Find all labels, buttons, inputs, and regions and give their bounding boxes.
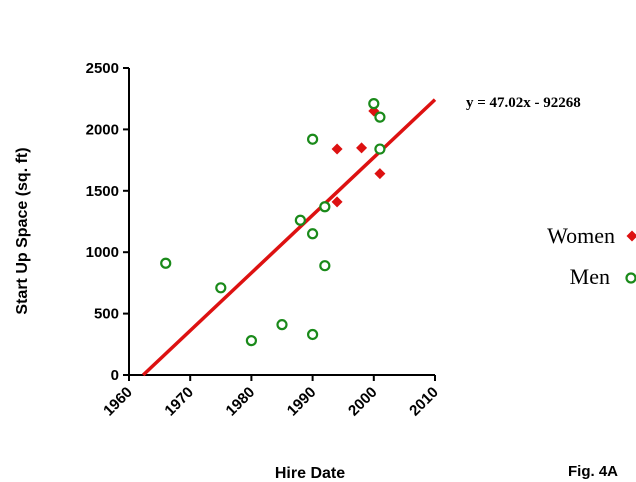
y-tick-label: 2000 <box>86 121 119 138</box>
data-point-women <box>331 196 343 208</box>
legend-label-women: Women <box>547 223 615 248</box>
y-tick-label: 1500 <box>86 183 119 200</box>
data-point-men <box>276 319 288 331</box>
y-tick-label: 500 <box>94 306 119 323</box>
data-point-men <box>368 98 380 110</box>
x-tick-label: 1990 <box>284 384 320 420</box>
x-tick-label: 2000 <box>345 384 381 420</box>
y-axis-title: Start Up Space (sq. ft) <box>14 147 31 314</box>
trendline <box>141 98 437 377</box>
trendline-equation: y = 47.02x - 92268 <box>466 95 581 111</box>
data-point-women <box>356 142 368 154</box>
y-tick-label: 1000 <box>86 244 119 261</box>
figure-label: Fig. 4A <box>568 463 618 480</box>
data-point-men <box>245 335 257 347</box>
data-point-men <box>307 328 319 341</box>
y-tick-label: 0 <box>111 367 119 384</box>
x-tick-label: 2010 <box>406 384 442 420</box>
data-point-women <box>331 143 343 155</box>
x-tick-label: 1960 <box>100 384 136 420</box>
data-point-men <box>307 228 319 240</box>
data-point-men <box>374 111 386 123</box>
data-point-men <box>319 260 331 272</box>
data-point-men <box>215 282 227 294</box>
data-point-men <box>319 201 331 213</box>
data-point-men <box>294 214 306 226</box>
legend-label-men: Men <box>570 264 610 289</box>
data-point-men <box>307 133 319 145</box>
x-axis-title: Hire Date <box>275 465 345 482</box>
x-tick-label: 1980 <box>223 384 259 420</box>
y-tick-label: 2500 <box>86 60 119 77</box>
data-point-women <box>374 168 386 180</box>
legend-marker-men <box>625 272 636 284</box>
data-point-men <box>160 257 172 269</box>
x-tick-label: 1970 <box>161 384 197 420</box>
data-point-men <box>374 143 386 155</box>
legend-marker-women <box>626 230 636 242</box>
